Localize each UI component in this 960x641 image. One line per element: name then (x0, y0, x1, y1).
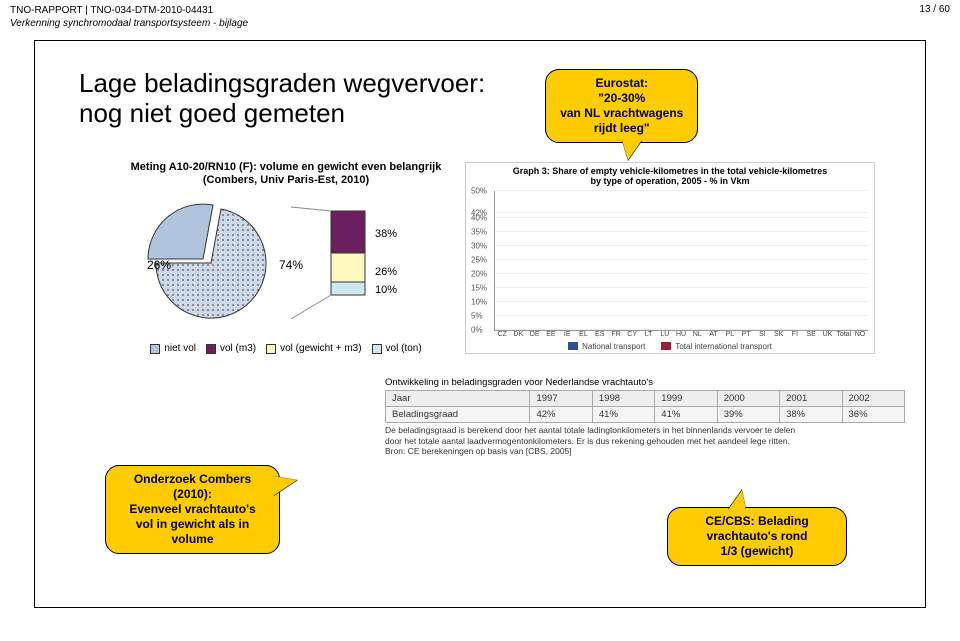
table-data-cell: 42% (530, 407, 592, 423)
pie-svg: 26% 74% 38% 26% 10% (141, 193, 431, 333)
table-head-cell: 1999 (655, 391, 717, 407)
bar-ytick: 15% (471, 283, 487, 292)
bar-ytick: 0% (471, 325, 483, 334)
c2-l2: (2010): (173, 487, 212, 501)
callout-eurostat-l2: "20-30% (598, 91, 645, 105)
pie-leg-3: vol (ton) (386, 343, 422, 354)
bar-xlabel: UK (819, 331, 835, 338)
pie-title-l2: (Combers, Univ Paris-Est, 2010) (203, 174, 369, 186)
callout-eurostat-l4: rijdt leeg" (594, 121, 650, 135)
table-head-cell: 2002 (842, 391, 904, 407)
bar-xlabel: FI (787, 331, 803, 338)
table-head-cell: 2001 (780, 391, 842, 407)
bar-xlabel: IE (559, 331, 575, 338)
c3-l3: 1/3 (gewicht) (721, 544, 794, 558)
table-data-cell: Beladingsgraad (386, 407, 530, 423)
table-data-cell: 41% (592, 407, 654, 423)
bar-xlabel: CZ (494, 331, 510, 338)
table-data-cell: 41% (655, 407, 717, 423)
bar-xlabel: ES (592, 331, 608, 338)
bar-leg-1: National transport (582, 342, 645, 351)
title-line-1: Lage beladingsgraden wegvervoer: (79, 68, 485, 98)
bar-ytick: 30% (471, 242, 487, 251)
callout-eurostat-l3: van NL vrachtwagens (560, 106, 683, 120)
slide-title: Lage beladingsgraden wegvervoer: nog nie… (79, 69, 485, 129)
pie-leg-1: vol (m3) (220, 343, 256, 354)
bar-xlabel: HU (673, 331, 689, 338)
pie-sub-2: 10% (375, 284, 397, 296)
table-head-cell: 2000 (717, 391, 779, 407)
bar-ytick: 50% (471, 186, 487, 195)
pie-legend: niet vol vol (m3) vol (gewicht + m3) vol… (121, 343, 451, 354)
bar-xlabel: NL (689, 331, 705, 338)
table-data-cell: 38% (780, 407, 842, 423)
table-head-cell: 1997 (530, 391, 592, 407)
bar-leg-2: Total international transport (675, 342, 772, 351)
slide-frame: Lage beladingsgraden wegvervoer: nog nie… (34, 40, 926, 608)
callout-eurostat: Eurostat: "20-30% van NL vrachtwagens ri… (545, 69, 698, 143)
bar-xlabel: SE (803, 331, 819, 338)
c2-l3: Evenveel vrachtauto's (129, 502, 255, 516)
table-data-cell: 36% (842, 407, 904, 423)
pie-sub-1: 26% (375, 266, 397, 278)
header-report-id: TNO-RAPPORT | TNO-034-DTM-2010-04431 (10, 4, 248, 17)
c2-l5: volume (171, 532, 213, 546)
c3-l1: CE/CBS: Belading (705, 514, 808, 528)
bar-xlabel: LT (640, 331, 656, 338)
bar-ytick: 10% (471, 297, 487, 306)
bar-xlabel: FR (608, 331, 624, 338)
pie-leg-0: niet vol (164, 343, 196, 354)
c2-l4: vol in gewicht als in (136, 517, 249, 531)
bar-xlabel: PT (738, 331, 754, 338)
table-data-cell: 39% (717, 407, 779, 423)
table-title: Ontwikkeling in beladingsgraden voor Ned… (385, 377, 905, 388)
bar-xlabel: NO (852, 331, 868, 338)
loadfactor-table: Ontwikkeling in beladingsgraden voor Ned… (385, 377, 905, 457)
bar-ytick: 25% (471, 256, 487, 265)
pie-leg-2: vol (gewicht + m3) (280, 343, 361, 354)
page-header: TNO-RAPPORT | TNO-034-DTM-2010-04431 Ver… (0, 0, 960, 30)
table-head-cell: Jaar (386, 391, 530, 407)
bar-xlabel: CY (624, 331, 640, 338)
bar-ytick: 35% (471, 228, 487, 237)
header-subtitle: Verkenning synchromodaal transportsystee… (10, 17, 248, 30)
bar-xlabel: Total (836, 331, 852, 338)
table-note-1: De beladingsgraad is berekend door het a… (385, 425, 795, 435)
table-head-cell: 1998 (592, 391, 654, 407)
callout-eurostat-l1: Eurostat: (595, 76, 648, 90)
bar-ytick: 42% (471, 208, 487, 217)
bar-xlabel: AT (705, 331, 721, 338)
bar-title-l2: by type of operation, 2005 - % in Vkm (590, 176, 749, 186)
c3-l2: vrachtauto's rond (707, 529, 808, 543)
bar-xlabel: SK (771, 331, 787, 338)
bar-chart: Graph 3: Share of empty vehicle-kilometr… (465, 162, 875, 354)
bar-xlabel: LU (657, 331, 673, 338)
bar-xlabel: SI (754, 331, 770, 338)
bar-xlabel: EE (543, 331, 559, 338)
c2-l1: Onderzoek Combers (134, 472, 251, 486)
bar-xlabel: DE (527, 331, 543, 338)
title-line-2: nog niet goed gemeten (79, 98, 345, 128)
bar-xlabel: PL (722, 331, 738, 338)
pie-right-pct: 74% (279, 258, 303, 272)
bar-ytick: 20% (471, 269, 487, 278)
table-note-3: Bron: CE berekeningen op basis van [CBS,… (385, 446, 572, 456)
page-number: 13 / 60 (919, 4, 950, 15)
bar-xlabel: DK (510, 331, 526, 338)
callout-cecbs: CE/CBS: Belading vrachtauto's rond 1/3 (… (667, 507, 847, 566)
pie-chart: Meting A10-20/RN10 (F): volume en gewich… (121, 161, 451, 354)
bar-ytick: 5% (471, 311, 483, 320)
table-note-2: door het totale aantal laadvermogentonki… (385, 436, 790, 446)
pie-sub-0: 38% (375, 228, 397, 240)
pie-left-pct: 26% (147, 258, 171, 272)
bar-xlabel: EL (575, 331, 591, 338)
bar-title-l1: Graph 3: Share of empty vehicle-kilometr… (513, 166, 828, 176)
pie-title-l1: Meting A10-20/RN10 (F): volume en gewich… (131, 161, 442, 173)
callout-combers: Onderzoek Combers (2010): Evenveel vrach… (105, 465, 280, 554)
